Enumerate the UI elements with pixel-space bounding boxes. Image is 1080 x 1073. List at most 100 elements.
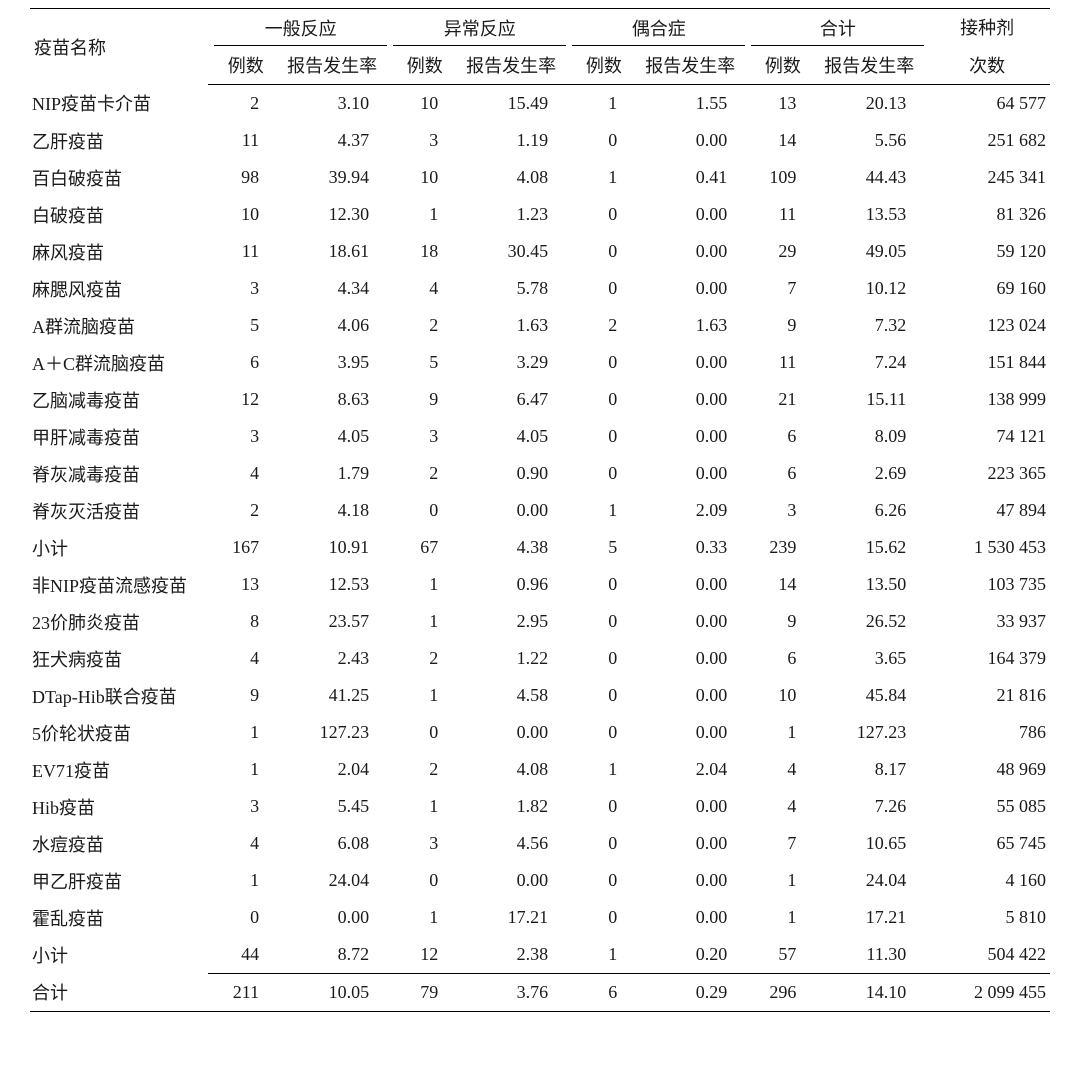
cell-count: 12 — [214, 381, 277, 418]
cell-count: 0 — [572, 677, 635, 714]
cell-rate: 44.43 — [814, 159, 924, 196]
cell-rate: 6.47 — [456, 381, 566, 418]
cell-doses: 2 099 455 — [924, 974, 1050, 1012]
cell-count: 7 — [751, 825, 814, 862]
cell-rate: 1.63 — [635, 307, 745, 344]
cell-rate: 1.55 — [635, 85, 745, 123]
cell-rate: 3.76 — [456, 974, 566, 1012]
cell-rate: 3.95 — [277, 344, 387, 381]
table-row: 脊灰灭活疫苗24.1800.0012.0936.2647 894 — [30, 492, 1050, 529]
cell-count: 3 — [214, 418, 277, 455]
cell-count: 1 — [214, 714, 277, 751]
cell-rate: 0.00 — [635, 344, 745, 381]
cell-rate: 1.82 — [456, 788, 566, 825]
cell-rate: 3.65 — [814, 640, 924, 677]
cell-rate: 7.24 — [814, 344, 924, 381]
table-row: NIP疫苗卡介苗23.101015.4911.551320.1364 577 — [30, 85, 1050, 123]
cell-doses: 21 816 — [924, 677, 1050, 714]
cell-rate: 8.09 — [814, 418, 924, 455]
cell-rate: 10.91 — [277, 529, 387, 566]
cell-rate: 18.61 — [277, 233, 387, 270]
cell-rate: 0.00 — [635, 270, 745, 307]
cell-count: 0 — [393, 862, 456, 899]
cell-count: 211 — [214, 974, 277, 1012]
cell-count: 296 — [751, 974, 814, 1012]
cell-rate: 8.72 — [277, 936, 387, 974]
cell-vaccine-name: 霍乱疫苗 — [30, 899, 208, 936]
cell-count: 0 — [572, 640, 635, 677]
table-row: 小计448.72122.3810.205711.30504 422 — [30, 936, 1050, 974]
cell-rate: 0.00 — [635, 381, 745, 418]
table-row: 乙肝疫苗114.3731.1900.00145.56251 682 — [30, 122, 1050, 159]
cell-vaccine-name: 脊灰减毒疫苗 — [30, 455, 208, 492]
cell-vaccine-name: A群流脑疫苗 — [30, 307, 208, 344]
cell-rate: 15.49 — [456, 85, 566, 123]
cell-rate: 4.08 — [456, 751, 566, 788]
cell-rate: 30.45 — [456, 233, 566, 270]
cell-doses: 103 735 — [924, 566, 1050, 603]
cell-count: 2 — [393, 455, 456, 492]
cell-doses: 65 745 — [924, 825, 1050, 862]
table-row: 非NIP疫苗流感疫苗1312.5310.9600.001413.50103 73… — [30, 566, 1050, 603]
cell-count: 11 — [751, 196, 814, 233]
col-sub-rate: 报告发生率 — [635, 46, 745, 85]
cell-rate: 10.65 — [814, 825, 924, 862]
cell-rate: 4.56 — [456, 825, 566, 862]
cell-count: 5 — [214, 307, 277, 344]
col-sub-n: 例数 — [393, 46, 456, 85]
cell-rate: 127.23 — [814, 714, 924, 751]
cell-count: 0 — [572, 455, 635, 492]
cell-count: 9 — [393, 381, 456, 418]
cell-count: 1 — [393, 196, 456, 233]
cell-rate: 12.53 — [277, 566, 387, 603]
table-row: 乙脑减毒疫苗128.6396.4700.002115.11138 999 — [30, 381, 1050, 418]
cell-count: 1 — [751, 862, 814, 899]
cell-doses: 59 120 — [924, 233, 1050, 270]
cell-count: 0 — [572, 233, 635, 270]
cell-doses: 5 810 — [924, 899, 1050, 936]
cell-count: 1 — [751, 714, 814, 751]
cell-rate: 0.41 — [635, 159, 745, 196]
cell-count: 11 — [214, 233, 277, 270]
cell-count: 3 — [214, 788, 277, 825]
cell-rate: 39.94 — [277, 159, 387, 196]
cell-count: 0 — [572, 196, 635, 233]
cell-vaccine-name: 脊灰灭活疫苗 — [30, 492, 208, 529]
cell-count: 11 — [214, 122, 277, 159]
cell-rate: 4.38 — [456, 529, 566, 566]
cell-rate: 4.06 — [277, 307, 387, 344]
cell-vaccine-name: EV71疫苗 — [30, 751, 208, 788]
cell-vaccine-name: Hib疫苗 — [30, 788, 208, 825]
cell-doses: 69 160 — [924, 270, 1050, 307]
cell-rate: 1.19 — [456, 122, 566, 159]
cell-count: 21 — [751, 381, 814, 418]
cell-rate: 13.50 — [814, 566, 924, 603]
cell-count: 2 — [214, 85, 277, 123]
cell-count: 57 — [751, 936, 814, 974]
cell-doses: 245 341 — [924, 159, 1050, 196]
cell-vaccine-name: 乙肝疫苗 — [30, 122, 208, 159]
cell-count: 0 — [214, 899, 277, 936]
cell-rate: 17.21 — [456, 899, 566, 936]
cell-vaccine-name: 狂犬病疫苗 — [30, 640, 208, 677]
cell-vaccine-name: 非NIP疫苗流感疫苗 — [30, 566, 208, 603]
cell-count: 79 — [393, 974, 456, 1012]
cell-count: 6 — [751, 640, 814, 677]
cell-rate: 2.04 — [635, 751, 745, 788]
cell-count: 7 — [751, 270, 814, 307]
cell-rate: 4.08 — [456, 159, 566, 196]
cell-count: 0 — [572, 418, 635, 455]
col-header-name: 疫苗名称 — [30, 9, 208, 85]
cell-count: 0 — [572, 270, 635, 307]
cell-count: 4 — [751, 751, 814, 788]
col-group-abnormal: 异常反应 — [393, 9, 566, 46]
cell-doses: 4 160 — [924, 862, 1050, 899]
cell-count: 1 — [393, 899, 456, 936]
table-row: 霍乱疫苗00.00117.2100.00117.215 810 — [30, 899, 1050, 936]
cell-rate: 8.17 — [814, 751, 924, 788]
cell-rate: 0.00 — [635, 640, 745, 677]
table-row: 23价肺炎疫苗823.5712.9500.00926.5233 937 — [30, 603, 1050, 640]
table-row: A群流脑疫苗54.0621.6321.6397.32123 024 — [30, 307, 1050, 344]
cell-count: 1 — [572, 159, 635, 196]
cell-rate: 4.34 — [277, 270, 387, 307]
